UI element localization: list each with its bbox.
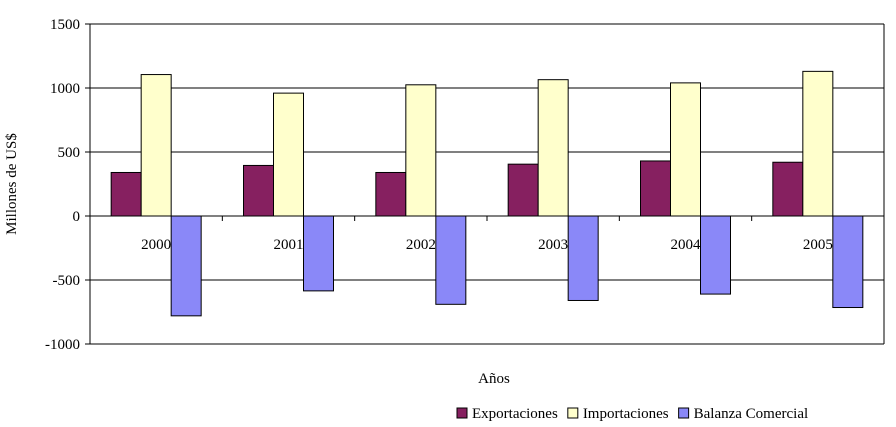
category-label: 2003: [538, 237, 568, 253]
x-axis-title: Años: [478, 371, 510, 387]
y-tick-label: 500: [58, 145, 81, 161]
category-label: 2005: [803, 237, 833, 253]
legend-swatch: [456, 407, 468, 419]
bar-balanza-comercial-2001: [303, 215, 334, 292]
bar-importaciones-2002: [405, 84, 437, 217]
legend-label: Balanza Comercial: [694, 406, 809, 422]
category-label: 2002: [406, 237, 436, 253]
bar-exportaciones-2000: [110, 171, 142, 217]
plot-area-border: [89, 24, 885, 344]
bar-exportaciones-2004: [640, 160, 671, 217]
bar-exportaciones-2001: [243, 164, 274, 217]
category-label: 2000: [141, 237, 171, 253]
gridlines: [85, 23, 884, 345]
y-tick-label: 1500: [50, 17, 80, 33]
y-tick-labels: -1000 -500 0 500 1000 1500: [45, 17, 80, 353]
legend-label: Exportaciones: [472, 406, 558, 422]
bar-exportaciones-2002: [375, 171, 407, 217]
bar-balanza-comercial-2005: [832, 215, 864, 309]
legend-swatch: [567, 407, 579, 419]
category-labels: 2000 2001 2002 2003 2004 2005: [141, 237, 833, 253]
y-tick-label: -500: [53, 273, 81, 289]
legend-swatch: [678, 407, 690, 419]
y-tick-label: 0: [73, 209, 81, 225]
bar-importaciones-2000: [140, 74, 172, 217]
x-axis: [89, 215, 885, 221]
bar-importaciones-2004: [670, 82, 701, 217]
y-axis-title: Millones de US$: [4, 133, 20, 235]
bar-exportaciones-2005: [772, 161, 804, 217]
legend: Exportaciones Importaciones Balanza Comerc…: [456, 406, 809, 422]
bar-balanza-comercial-2004: [700, 215, 731, 295]
bar-balanza-comercial-2003: [567, 215, 599, 301]
bar-balanza-comercial-2002: [435, 215, 467, 305]
category-label: 2001: [274, 237, 304, 253]
bar-balanza-comercial-2000: [170, 215, 202, 317]
bar-importaciones-2003: [537, 79, 569, 217]
legend-label: Importaciones: [583, 406, 669, 422]
category-label: 2004: [671, 237, 702, 253]
y-tick-label: -1000: [45, 337, 80, 353]
bars: [110, 70, 864, 317]
y-tick-label: 1000: [50, 81, 80, 97]
bar-exportaciones-2003: [507, 163, 539, 217]
bar-importaciones-2005: [802, 70, 834, 217]
bar-importaciones-2001: [273, 92, 304, 217]
